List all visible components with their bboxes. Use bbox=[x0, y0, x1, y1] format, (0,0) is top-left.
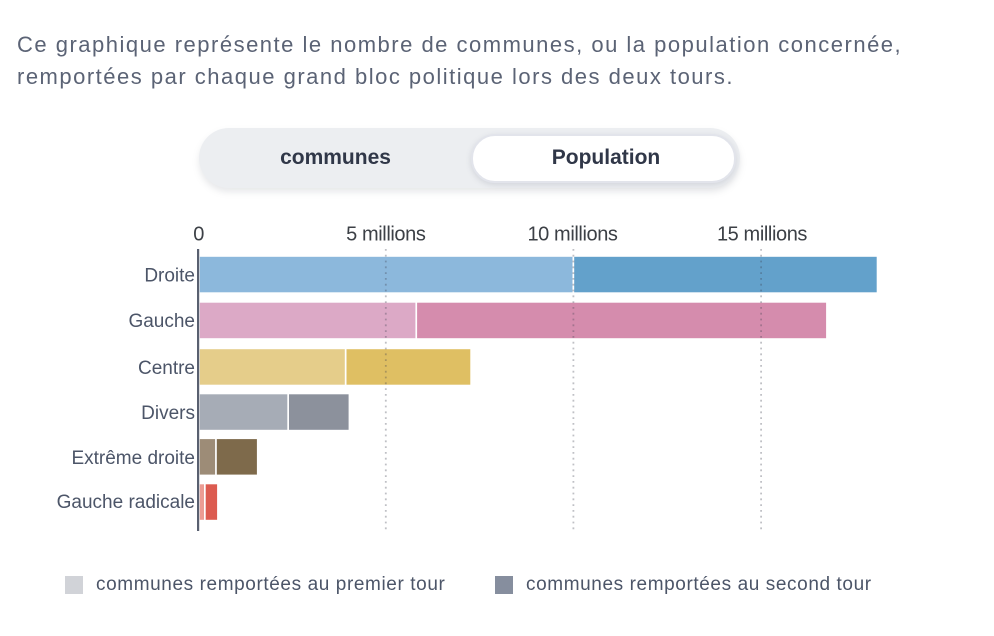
svg-text:5 millions: 5 millions bbox=[346, 224, 426, 246]
svg-text:Gauche radicale: Gauche radicale bbox=[57, 492, 195, 513]
svg-text:Droite: Droite bbox=[144, 266, 195, 287]
svg-text:0: 0 bbox=[193, 224, 204, 246]
svg-text:15 millions: 15 millions bbox=[717, 224, 807, 246]
svg-text:Centre: Centre bbox=[138, 358, 195, 379]
svg-text:10 millions: 10 millions bbox=[527, 224, 617, 246]
svg-text:Divers: Divers bbox=[141, 403, 195, 424]
svg-text:Gauche: Gauche bbox=[128, 311, 195, 332]
svg-text:Extrême droite: Extrême droite bbox=[71, 448, 195, 469]
